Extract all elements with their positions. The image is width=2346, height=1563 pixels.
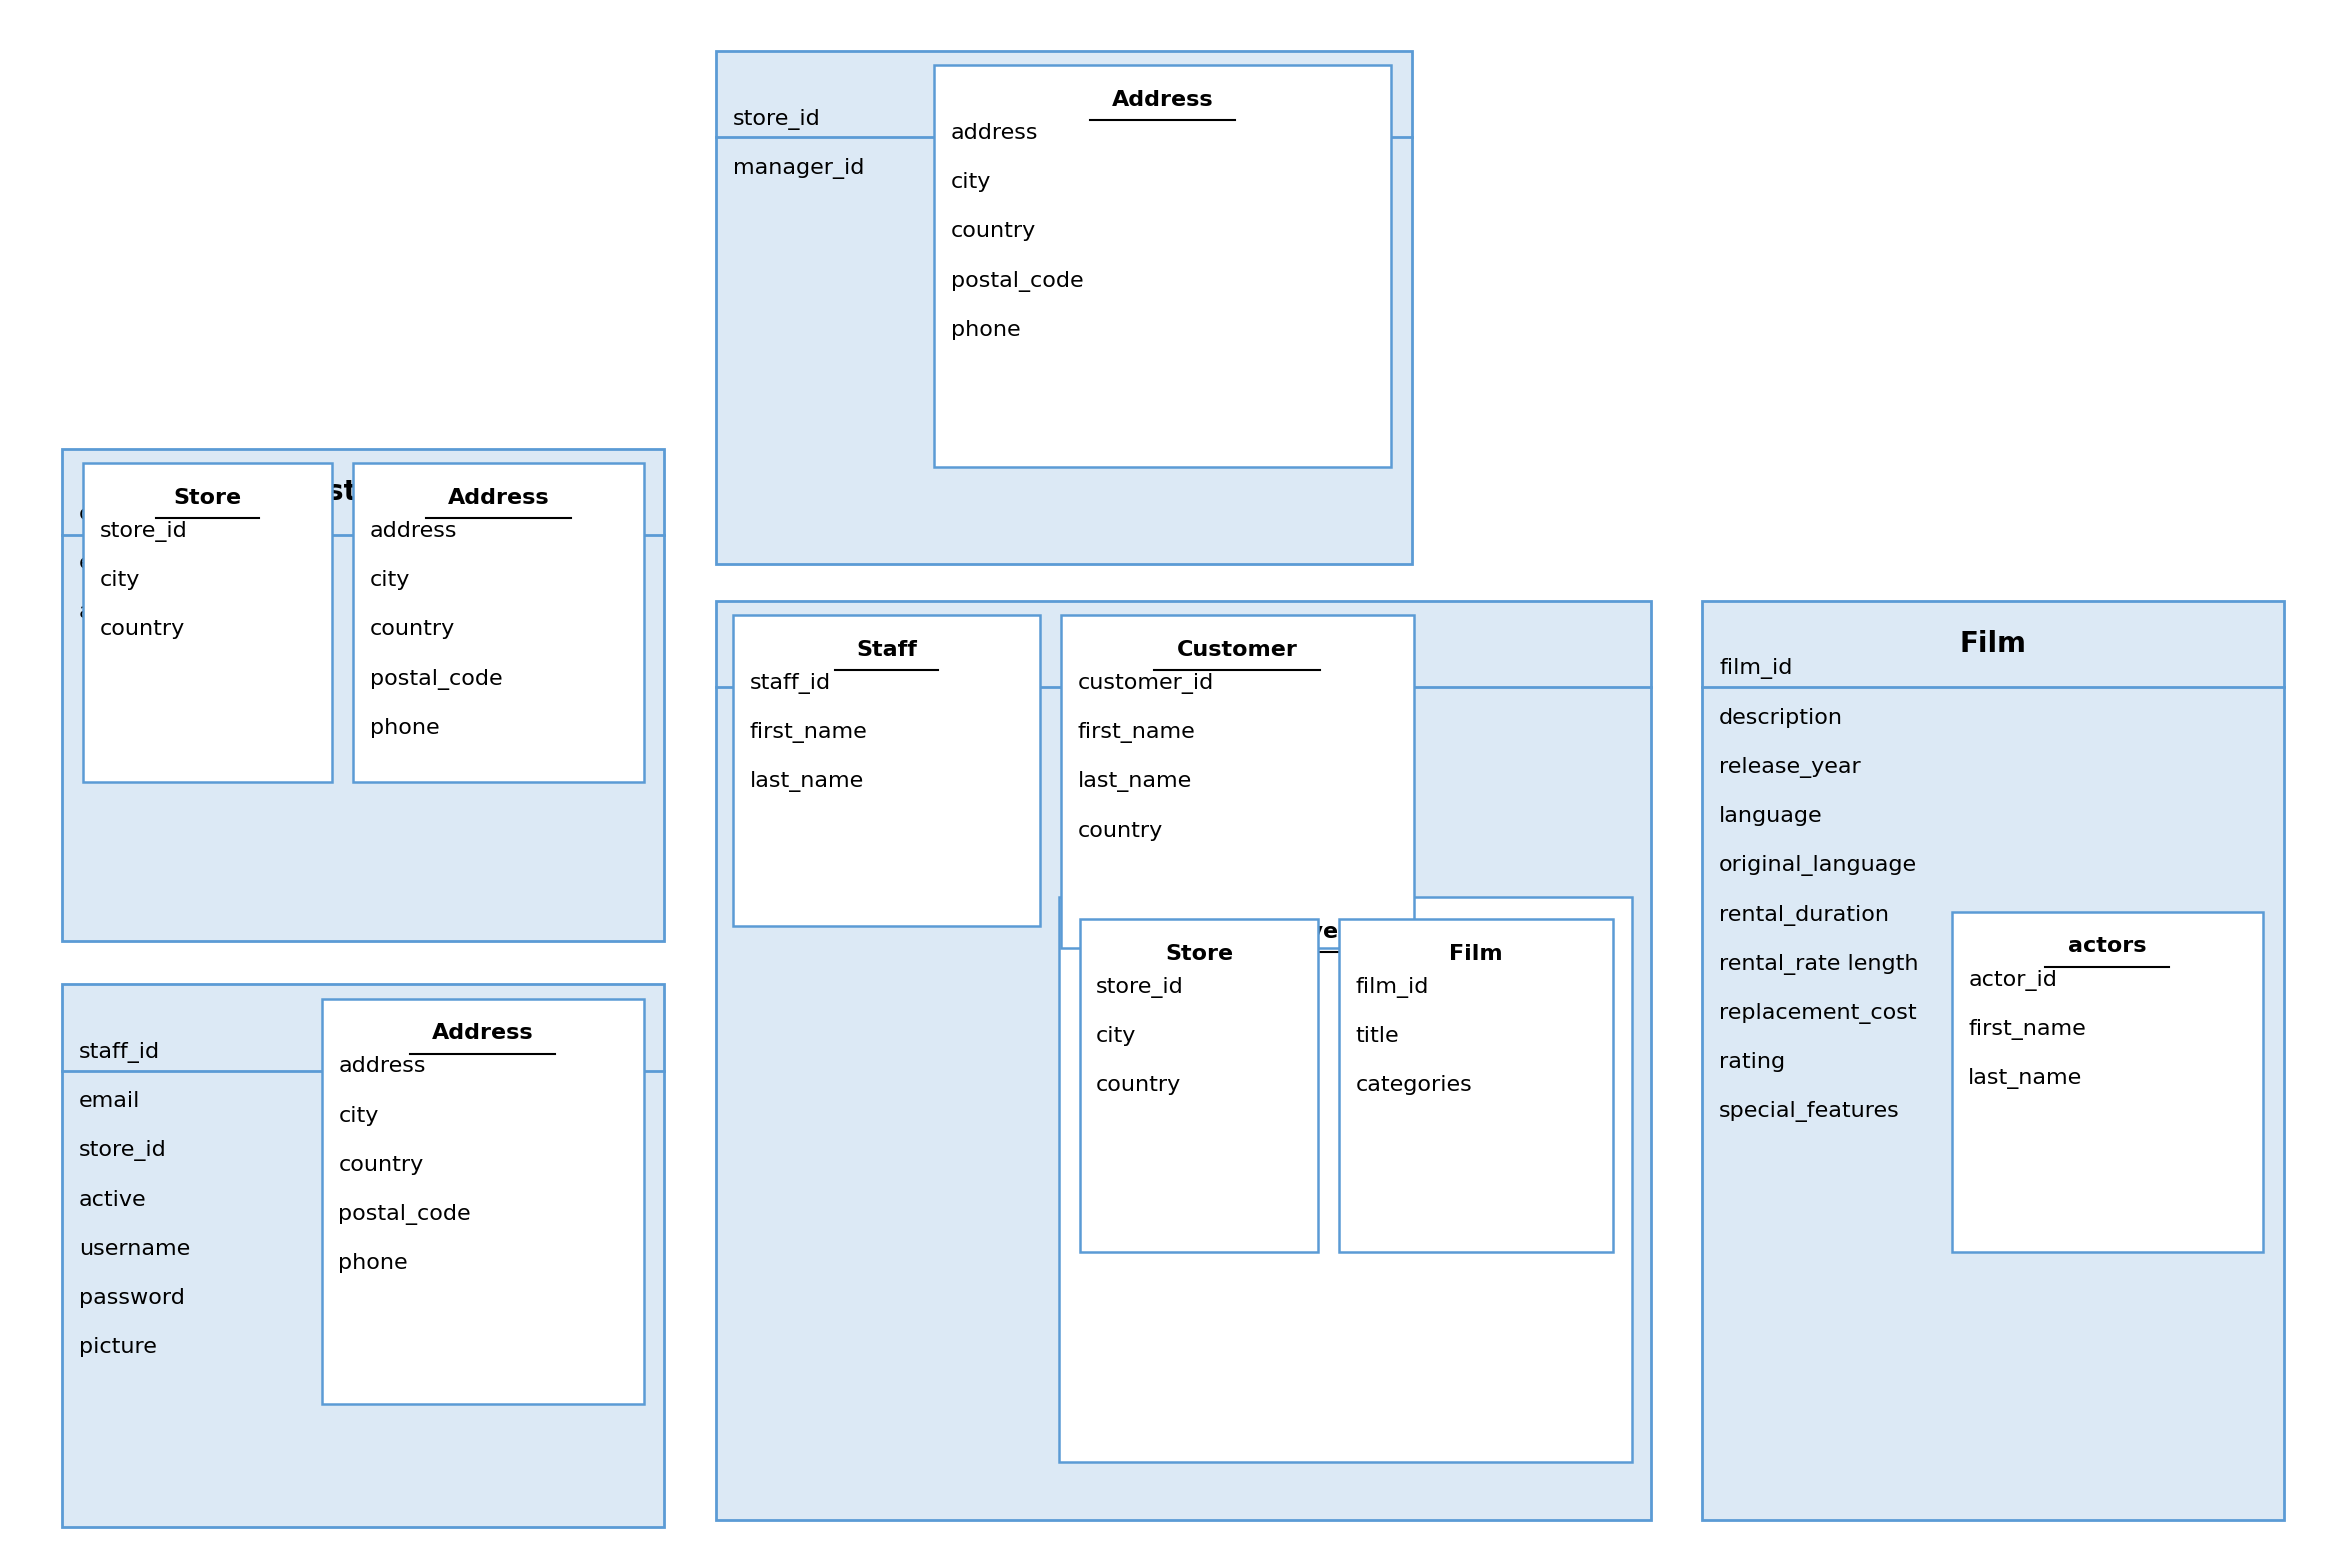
Text: active: active bbox=[80, 1189, 145, 1210]
Bar bbox=[352, 463, 643, 782]
Text: title: title bbox=[1356, 1025, 1398, 1046]
Bar bbox=[716, 50, 1412, 564]
Text: customer_id: customer_id bbox=[1077, 674, 1213, 694]
Text: Store: Store bbox=[174, 488, 242, 508]
Text: rental_rate length: rental_rate length bbox=[1720, 953, 1919, 975]
Text: Customer: Customer bbox=[289, 478, 439, 506]
Text: password: password bbox=[80, 1288, 185, 1308]
Text: store_id: store_id bbox=[1096, 977, 1185, 997]
Text: film_id: film_id bbox=[1356, 977, 1429, 997]
Text: picture: picture bbox=[80, 1338, 157, 1357]
Text: country: country bbox=[371, 619, 455, 639]
Text: inventory: inventory bbox=[1286, 922, 1405, 942]
Text: Staff: Staff bbox=[326, 1013, 401, 1041]
Bar bbox=[1058, 897, 1633, 1461]
Text: username: username bbox=[80, 1239, 190, 1258]
Text: city: city bbox=[950, 172, 992, 192]
Text: Store: Store bbox=[1021, 80, 1107, 108]
Text: Staff: Staff bbox=[856, 639, 917, 660]
Text: staff_id: staff_id bbox=[80, 1043, 160, 1063]
Text: store_id: store_id bbox=[99, 520, 188, 542]
Text: email: email bbox=[80, 553, 141, 572]
Text: replacement_cost: replacement_cost bbox=[1720, 1003, 1917, 1024]
Text: return_date: return_date bbox=[732, 756, 863, 778]
Text: Address: Address bbox=[448, 488, 549, 508]
Text: actor_id: actor_id bbox=[1968, 969, 2057, 991]
Bar bbox=[732, 616, 1039, 927]
Text: postal_code: postal_code bbox=[338, 1204, 472, 1225]
Text: film_id: film_id bbox=[1720, 658, 1792, 680]
Text: address: address bbox=[338, 1057, 427, 1077]
Text: payment_date: payment_date bbox=[732, 855, 894, 877]
Text: first_name: first_name bbox=[1968, 1019, 2086, 1039]
Text: phone: phone bbox=[371, 717, 439, 738]
Text: manager_id: manager_id bbox=[732, 158, 863, 178]
Bar bbox=[63, 449, 664, 941]
Text: rental_id: rental_id bbox=[732, 658, 830, 680]
Text: Film: Film bbox=[1450, 944, 1504, 964]
Text: rental_date: rental_date bbox=[732, 708, 859, 728]
Text: release_year: release_year bbox=[1720, 756, 1860, 778]
Text: address: address bbox=[371, 520, 457, 541]
Bar bbox=[1340, 919, 1614, 1252]
Text: Customer: Customer bbox=[1178, 639, 1297, 660]
Bar bbox=[716, 600, 1652, 1519]
Bar bbox=[1952, 911, 2264, 1252]
Text: last_name: last_name bbox=[1077, 772, 1192, 792]
Text: Rental: Rental bbox=[1133, 630, 1234, 658]
Text: Film: Film bbox=[1959, 630, 2027, 658]
Text: Address: Address bbox=[432, 1024, 533, 1044]
Text: country: country bbox=[99, 619, 185, 639]
Text: Address: Address bbox=[1112, 89, 1213, 109]
Text: amount: amount bbox=[732, 807, 819, 827]
Text: city: city bbox=[338, 1105, 378, 1125]
Text: store_id: store_id bbox=[732, 108, 821, 130]
Text: customer_id: customer_id bbox=[80, 503, 216, 525]
Bar bbox=[1703, 600, 2283, 1519]
Bar bbox=[1079, 919, 1318, 1252]
Bar bbox=[1060, 616, 1415, 947]
Text: original_language: original_language bbox=[1720, 855, 1917, 877]
Text: special_features: special_features bbox=[1720, 1102, 1900, 1122]
Text: categories: categories bbox=[1356, 1075, 1473, 1096]
Bar bbox=[934, 66, 1391, 467]
Text: phone: phone bbox=[338, 1254, 408, 1274]
Text: active: active bbox=[80, 602, 145, 622]
Text: rental_duration: rental_duration bbox=[1720, 905, 1889, 925]
Text: country: country bbox=[950, 222, 1037, 241]
Text: city: city bbox=[371, 570, 411, 591]
Text: country: country bbox=[338, 1155, 425, 1175]
Text: last_name: last_name bbox=[748, 772, 863, 792]
Text: language: language bbox=[1720, 807, 1823, 827]
Text: country: country bbox=[1077, 821, 1164, 841]
Text: staff_id: staff_id bbox=[748, 674, 830, 694]
Text: email: email bbox=[80, 1091, 141, 1111]
Text: Store: Store bbox=[1166, 944, 1234, 964]
Text: city: city bbox=[1096, 1025, 1135, 1046]
Bar bbox=[63, 985, 664, 1527]
Text: country: country bbox=[1096, 1075, 1182, 1096]
Text: address: address bbox=[950, 123, 1039, 142]
Text: actors: actors bbox=[2067, 936, 2147, 957]
Text: first_name: first_name bbox=[1077, 722, 1194, 742]
Text: rating: rating bbox=[1720, 1052, 1785, 1072]
Text: description: description bbox=[1720, 708, 1844, 728]
Bar bbox=[82, 463, 333, 782]
Text: postal_code: postal_code bbox=[371, 669, 502, 689]
Bar bbox=[321, 999, 643, 1404]
Text: store_id: store_id bbox=[80, 1141, 167, 1161]
Text: first_name: first_name bbox=[748, 722, 868, 742]
Text: phone: phone bbox=[950, 320, 1021, 339]
Text: city: city bbox=[99, 570, 141, 591]
Text: postal_code: postal_code bbox=[950, 270, 1084, 292]
Text: last_name: last_name bbox=[1968, 1068, 2083, 1089]
